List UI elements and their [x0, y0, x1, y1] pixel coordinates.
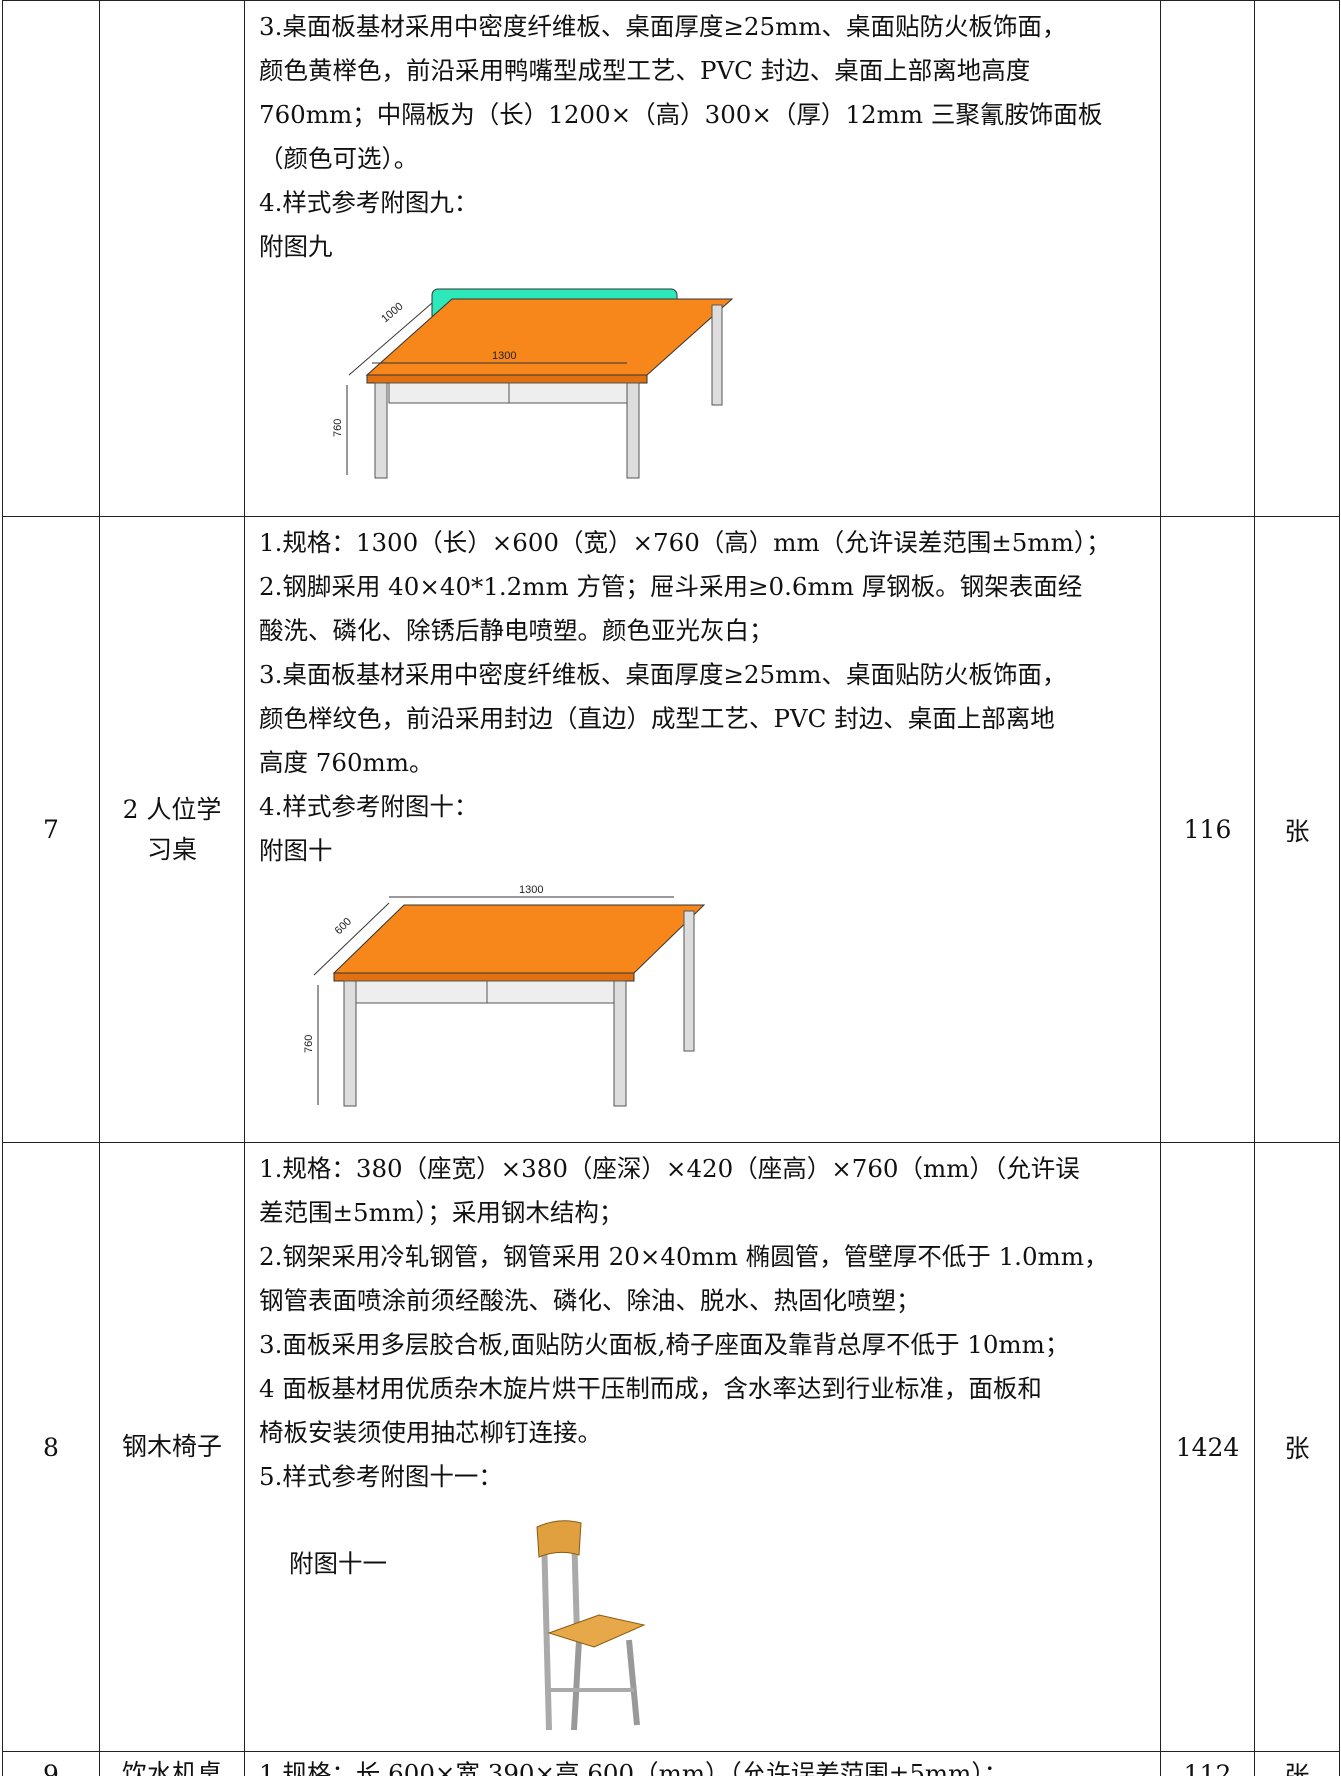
figure-desk-divider: 1000 1300 760 [332, 288, 734, 479]
cell: 1424 [1160, 1142, 1255, 1752]
spec-line: 酸洗、磷化、除锈后静电喷塑。颜色亚光灰白； [259, 616, 774, 645]
cell [1160, 0, 1255, 517]
spec-line: 2.钢脚采用 40×40*1.2mm 方管；屉斗采用≥0.6mm 厚钢板。钢架表… [259, 572, 1083, 601]
spec-line: 4.样式参考附图九： [259, 188, 479, 217]
table-row: 9 饮水机桌 1.规格：长 600×宽 390×高 600（mm）（允许误差范围… [2, 1751, 1340, 1776]
spec-line: 差范围±5mm）；采用钢木结构； [259, 1198, 624, 1227]
cell: 钢木椅子 [99, 1142, 245, 1752]
dimension-label: 760 [332, 419, 344, 437]
cell: 2 人位学习桌 [99, 516, 245, 1143]
spec-line: 1.规格：380（座宽）×380（座深）×420（座高）×760（mm）（允许误 [259, 1154, 1080, 1183]
spec-text: 1.规格：1300（长）×600（宽）×760（高）mm（允许误差范围±5mm）… [259, 521, 1148, 873]
spec-line: 高度 760mm。 [259, 748, 434, 777]
cell: 张 [1254, 1751, 1340, 1776]
spec-line: 4.样式参考附图十： [259, 792, 479, 821]
spec-line: 1.规格：1300（长）×600（宽）×760（高）mm（允许误差范围±5mm）… [259, 528, 1111, 557]
cell [2, 0, 100, 517]
figure-caption: 附图十一 [289, 1549, 387, 1578]
spec-line: 2.钢架采用冷轧钢管，钢管采用 20×40mm 椭圆管，管壁厚不低于 1.0mm… [259, 1242, 1109, 1271]
table-row: 8 钢木椅子 1.规格：380（座宽）×380（座深）×420（座高）×760（… [2, 1142, 1340, 1752]
figure-desk: 1300 600 760 [304, 885, 706, 1107]
spec-line: 4 面板基材用优质杂木旋片烘干压制而成，含水率达到行业标准，面板和 [259, 1374, 1042, 1403]
cell: 饮水机桌 [99, 1751, 245, 1776]
spec-line: 颜色黄榉色，前沿采用鸭嘴型成型工艺、PVC 封边、桌面上部离地高度 [259, 56, 1031, 85]
spec-line: 附图十 [259, 836, 333, 865]
spec-line: 钢管表面喷涂前须经酸洗、磷化、除油、脱水、热固化喷塑； [259, 1286, 921, 1315]
spec-line: 760mm；中隔板为（长）1200×（高）300×（厚）12mm 三聚氰胺饰面板 [259, 100, 1103, 129]
spec-cell: 1.规格：1300（长）×600（宽）×760（高）mm（允许误差范围±5mm）… [244, 516, 1161, 1143]
spec-text: 3.桌面板基材采用中密度纤维板、桌面厚度≥25mm、桌面贴防火板饰面， 颜色黄榉色… [259, 5, 1148, 269]
spec-cell: 1.规格：380（座宽）×380（座深）×420（座高）×760（mm）（允许误… [244, 1142, 1161, 1752]
dimension-label: 1300 [519, 885, 543, 896]
spec-line: 3.桌面板基材采用中密度纤维板、桌面厚度≥25mm、桌面贴防火板饰面， [259, 12, 1067, 41]
spec-line: 3.桌面板基材采用中密度纤维板、桌面厚度≥25mm、桌面贴防火板饰面， [259, 660, 1067, 689]
cell: 7 [2, 516, 100, 1143]
spec-line: 颜色榉纹色，前沿采用封边（直边）成型工艺、PVC 封边、桌面上部离地 [259, 704, 1055, 733]
spec-line: 1.规格：长 600×宽 390×高 600（mm）（允许误差范围±5mm）； [259, 1759, 1009, 1776]
spec-cell: 3.桌面板基材采用中密度纤维板、桌面厚度≥25mm、桌面贴防火板饰面， 颜色黄榉色… [244, 0, 1161, 517]
spec-line: 5.样式参考附图十一： [259, 1462, 503, 1491]
cell [1254, 0, 1340, 517]
table-row: 3.桌面板基材采用中密度纤维板、桌面厚度≥25mm、桌面贴防火板饰面， 颜色黄榉色… [2, 0, 1340, 517]
spec-text: 1.规格：380（座宽）×380（座深）×420（座高）×760（mm）（允许误… [259, 1147, 1148, 1499]
spec-text: 1.规格：长 600×宽 390×高 600（mm）（允许误差范围±5mm）； [259, 1753, 1148, 1776]
cell: 112 [1160, 1751, 1255, 1776]
dimension-label: 600 [333, 916, 354, 937]
spec-cell: 1.规格：长 600×宽 390×高 600（mm）（允许误差范围±5mm）； [244, 1751, 1161, 1776]
dimension-label: 1000 [379, 300, 405, 325]
cell [99, 0, 245, 517]
cell: 116 [1160, 516, 1255, 1143]
spec-line: 椅板安装须使用抽芯柳钉连接。 [259, 1418, 602, 1447]
cell: 9 [2, 1751, 100, 1776]
table-row: 7 2 人位学习桌 1.规格：1300（长）×600（宽）×760（高）mm（允… [2, 516, 1340, 1143]
cell: 8 [2, 1142, 100, 1752]
spec-line: 3.面板采用多层胶合板,面贴防火面板,椅子座面及靠背总厚不低于 10mm； [259, 1330, 1070, 1359]
dimension-label: 760 [304, 1035, 315, 1053]
dimension-label: 1300 [492, 350, 516, 362]
spec-line: （颜色可选）。 [259, 144, 419, 173]
spec-line: 附图九 [259, 232, 333, 261]
cell: 张 [1254, 516, 1340, 1143]
figure-chair [536, 1520, 646, 1731]
cell: 张 [1254, 1142, 1340, 1752]
figure-block: 附图十一 [259, 1515, 1148, 1740]
